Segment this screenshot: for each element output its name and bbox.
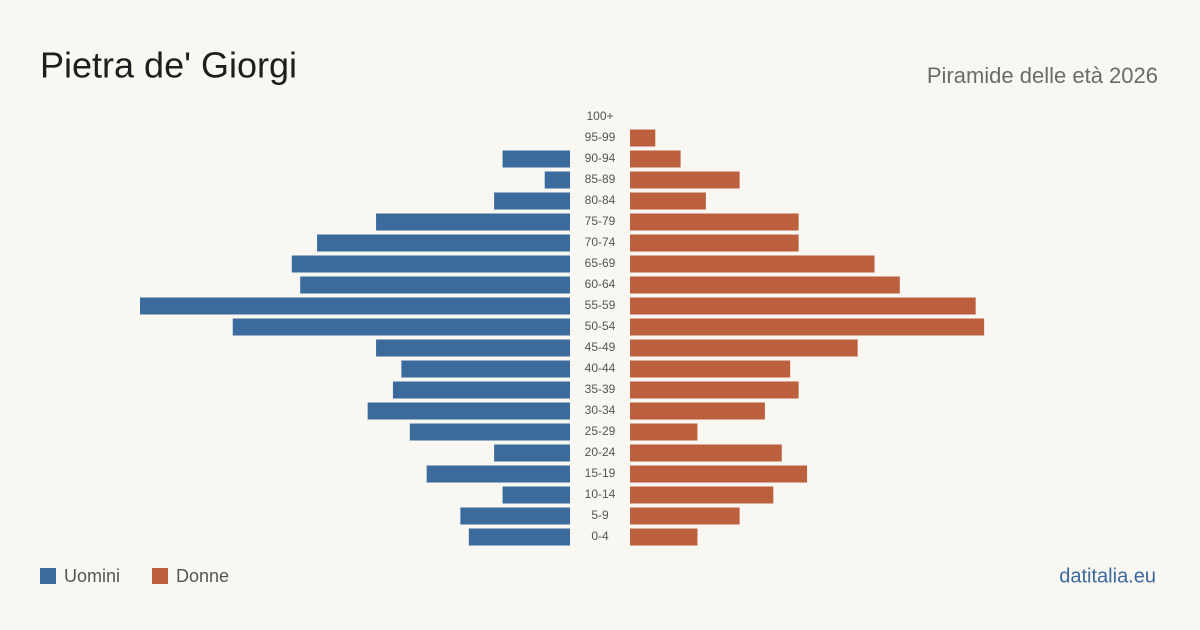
bar [630,129,656,147]
bar [376,213,570,231]
legend-label: Uomini [64,566,120,586]
bar [630,507,740,525]
bar [494,444,570,462]
age-label: 15-19 [585,466,616,480]
bar [630,318,985,336]
bar [376,339,570,357]
age-label: 55-59 [585,298,616,312]
bar [460,507,570,525]
bar [401,360,570,378]
age-label: 80-84 [585,193,616,207]
bar [630,192,706,210]
bar [140,297,570,315]
bar [409,423,570,441]
age-label: 0-4 [591,529,609,543]
bar [630,444,782,462]
chart-subtitle: Piramide delle età 2026 [927,63,1158,88]
legend-swatch [40,568,56,584]
bar [630,486,774,504]
age-label: 90-94 [585,151,616,165]
bar [300,276,570,294]
bar [630,276,900,294]
bar [468,528,570,546]
age-label: 35-39 [585,382,616,396]
bar [367,402,570,420]
bar [630,234,799,252]
age-label: 65-69 [585,256,616,270]
bar [630,402,765,420]
age-label: 100+ [586,109,613,123]
bar [630,381,799,399]
age-label: 60-64 [585,277,616,291]
age-label: 40-44 [585,361,616,375]
age-label: 25-29 [585,424,616,438]
age-label: 20-24 [585,445,616,459]
age-label: 95-99 [585,130,616,144]
bar [426,465,570,483]
bar [630,423,698,441]
age-label: 10-14 [585,487,616,501]
bar [630,297,976,315]
bar [502,486,570,504]
bar [630,150,681,168]
bar [630,528,698,546]
bar [392,381,570,399]
age-label: 45-49 [585,340,616,354]
age-label: 30-34 [585,403,616,417]
bar [630,171,740,189]
bar [232,318,570,336]
bar [494,192,570,210]
age-label: 5-9 [591,508,609,522]
age-label: 50-54 [585,319,616,333]
bar [544,171,570,189]
bar [630,339,858,357]
bar [317,234,570,252]
bar [630,465,808,483]
source: datitalia.eu [1059,565,1156,587]
bar [630,213,799,231]
bar [502,150,570,168]
legend-label: Donne [176,566,229,586]
bar [291,255,570,273]
bar [630,360,791,378]
chart-title: Pietra de' Giorgi [40,45,297,86]
age-label: 70-74 [585,235,616,249]
bar [630,255,875,273]
legend-swatch [152,568,169,584]
age-label: 85-89 [585,172,616,186]
age-label: 75-79 [585,214,616,228]
